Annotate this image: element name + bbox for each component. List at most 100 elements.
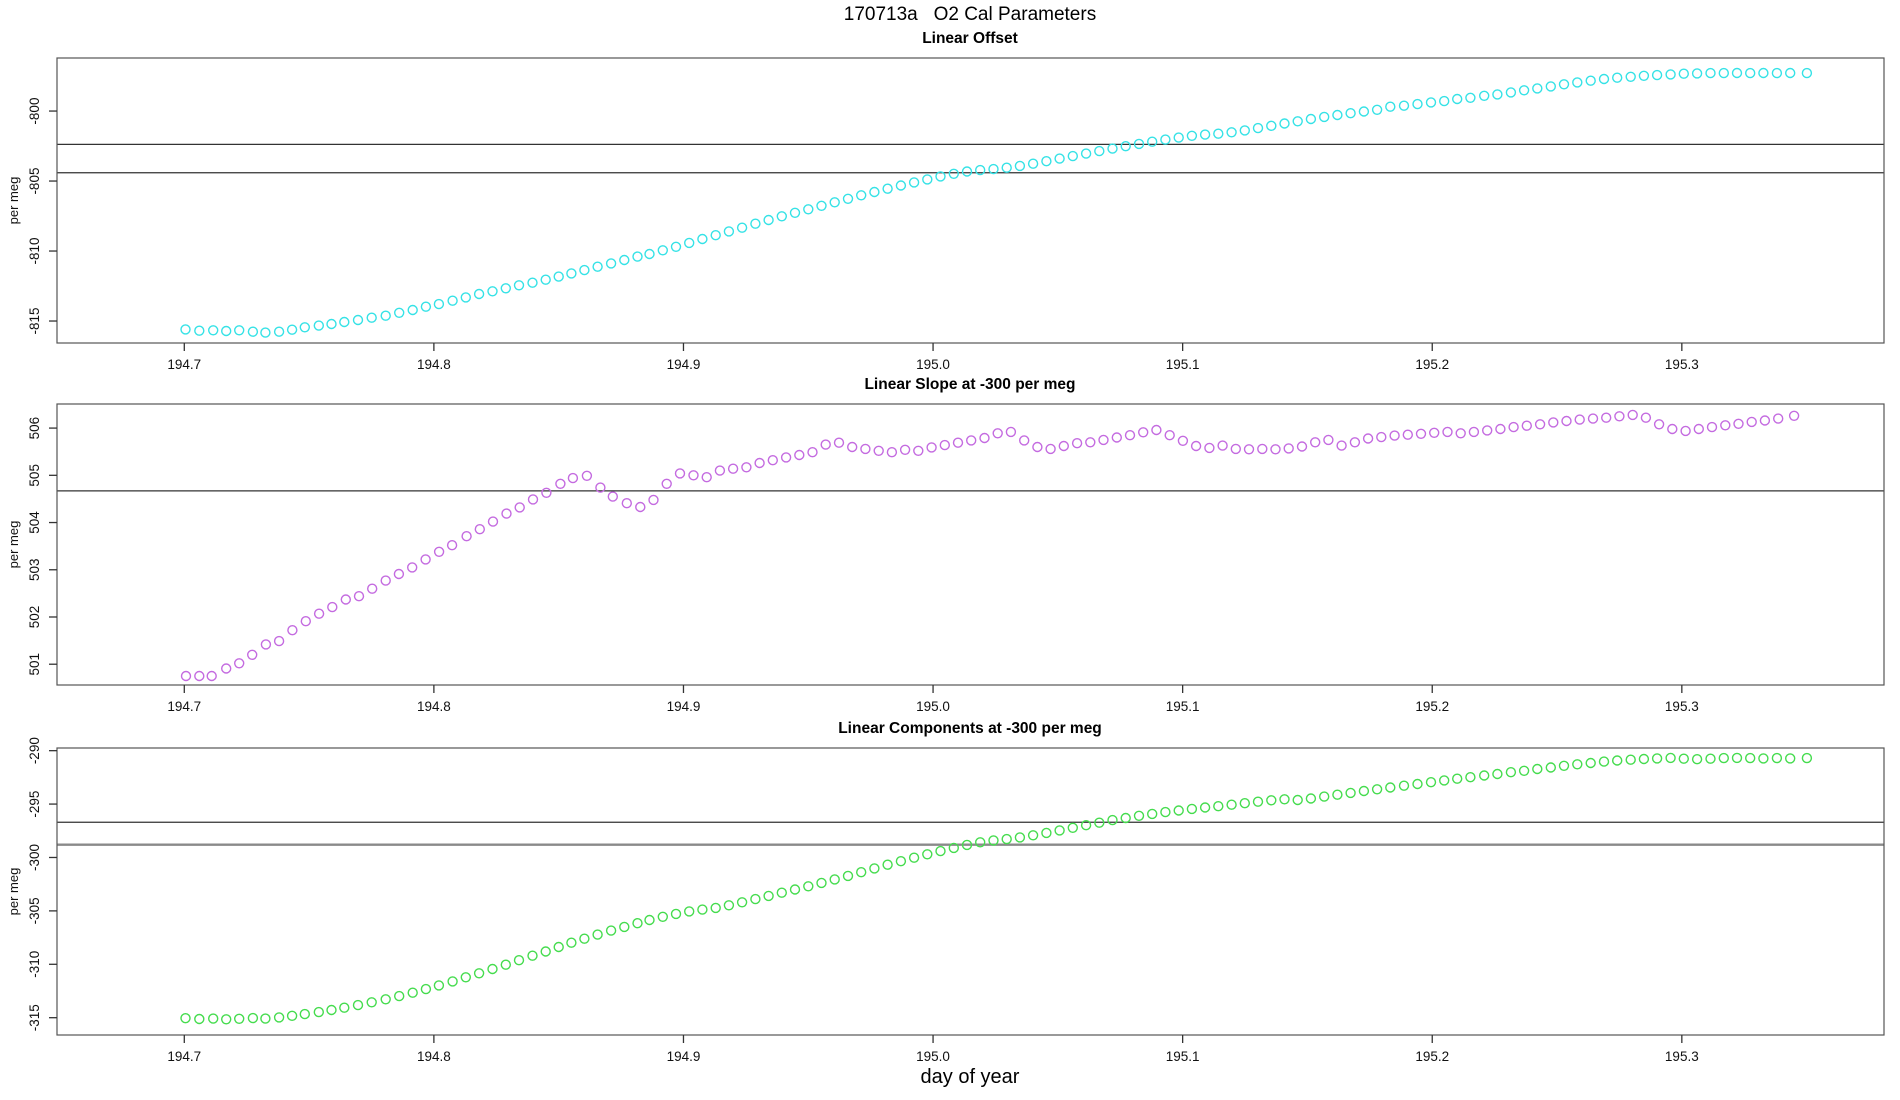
- data-point: [1014, 160, 1026, 172]
- data-point: [750, 218, 761, 229]
- data-point: [714, 465, 726, 476]
- data-point: [1199, 802, 1211, 813]
- data-point: [353, 591, 365, 602]
- data-point: [1054, 153, 1065, 164]
- data-point: [220, 1014, 232, 1025]
- data-point: [1640, 412, 1652, 423]
- data-point: [540, 274, 551, 285]
- data-point: [975, 837, 986, 848]
- data-point: [1705, 67, 1716, 79]
- data-point: [922, 174, 933, 185]
- data-point: [1478, 770, 1490, 781]
- data-point: [1718, 67, 1730, 79]
- x-tick-label: 194.7: [167, 699, 201, 714]
- x-tick-label: 194.7: [167, 357, 201, 372]
- data-point: [247, 326, 259, 337]
- data-point: [1133, 810, 1145, 821]
- data-point: [648, 494, 659, 506]
- data-point: [842, 193, 854, 205]
- data-point: [1428, 427, 1440, 438]
- data-point: [595, 482, 606, 493]
- data-point: [1548, 417, 1559, 428]
- data-point: [1173, 132, 1184, 143]
- data-point: [1611, 755, 1623, 766]
- data-point: [1266, 795, 1277, 806]
- data-point: [433, 298, 445, 310]
- data-point: [710, 229, 721, 241]
- data-point: [1160, 806, 1171, 818]
- data-point: [1534, 419, 1546, 430]
- y-axis-label: per meg: [6, 521, 21, 569]
- data-point: [807, 447, 818, 458]
- data-point: [326, 1004, 337, 1016]
- data-point: [1270, 444, 1281, 455]
- data-point: [1558, 760, 1570, 771]
- data-point: [1638, 753, 1650, 765]
- data-point: [833, 437, 845, 448]
- data-point: [1678, 753, 1690, 764]
- data-point: [657, 911, 668, 922]
- data-point: [1041, 827, 1052, 839]
- data-point: [1332, 109, 1343, 121]
- data-point: [1665, 69, 1676, 80]
- page-title: 170713a O2 Cal Parameters: [843, 4, 1097, 25]
- data-point: [1252, 122, 1264, 134]
- data-point: [553, 271, 564, 282]
- data-point: [605, 258, 617, 269]
- data-point: [1067, 822, 1079, 833]
- y-tick-label: -310: [27, 951, 42, 978]
- data-point: [873, 445, 884, 456]
- data-point: [1001, 162, 1012, 173]
- data-point: [1598, 756, 1610, 767]
- data-point: [579, 933, 590, 944]
- data-point: [1545, 81, 1557, 92]
- data-point: [644, 248, 655, 260]
- x-tick-label: 195.3: [1665, 699, 1699, 714]
- data-point: [632, 251, 643, 262]
- data-point: [313, 1006, 324, 1018]
- data-point: [366, 312, 377, 323]
- data-point: [1230, 443, 1242, 455]
- data-point: [1705, 753, 1716, 764]
- data-point: [1481, 425, 1493, 436]
- data-point: [1667, 423, 1678, 435]
- data-point: [393, 568, 405, 580]
- data-point: [273, 635, 285, 647]
- data-point: [605, 925, 617, 936]
- data-point: [339, 1002, 350, 1013]
- data-point: [460, 292, 471, 303]
- data-point: [776, 887, 787, 898]
- data-point: [407, 987, 418, 998]
- data-point: [635, 501, 646, 513]
- data-point: [670, 241, 682, 253]
- data-point: [220, 325, 232, 337]
- x-tick-label: 195.3: [1665, 1049, 1699, 1064]
- data-point: [1120, 140, 1131, 152]
- data-point: [1691, 754, 1703, 765]
- data-point: [339, 316, 350, 328]
- data-point: [1071, 438, 1083, 449]
- data-point: [1252, 796, 1264, 807]
- data-point: [1412, 778, 1423, 790]
- data-point: [1706, 421, 1718, 433]
- data-point: [1371, 784, 1383, 795]
- x-tick-label: 194.9: [667, 699, 701, 714]
- y-tick-label: -300: [27, 844, 42, 871]
- panel3-title: Linear Components at -300 per meg: [838, 720, 1102, 737]
- data-point: [794, 449, 805, 461]
- data-point: [206, 670, 217, 682]
- x-tick-label: 194.8: [417, 357, 451, 372]
- data-point: [701, 472, 712, 483]
- data-point: [1190, 440, 1202, 452]
- data-point: [592, 929, 603, 940]
- data-point: [461, 531, 472, 542]
- data-point: [1199, 129, 1211, 140]
- data-point: [286, 1010, 298, 1021]
- data-point: [1001, 833, 1012, 845]
- data-point: [736, 222, 748, 233]
- x-tick-label: 195.0: [916, 699, 950, 714]
- x-tick-label: 194.9: [667, 357, 701, 372]
- data-point: [621, 498, 632, 509]
- data-point: [1505, 767, 1517, 778]
